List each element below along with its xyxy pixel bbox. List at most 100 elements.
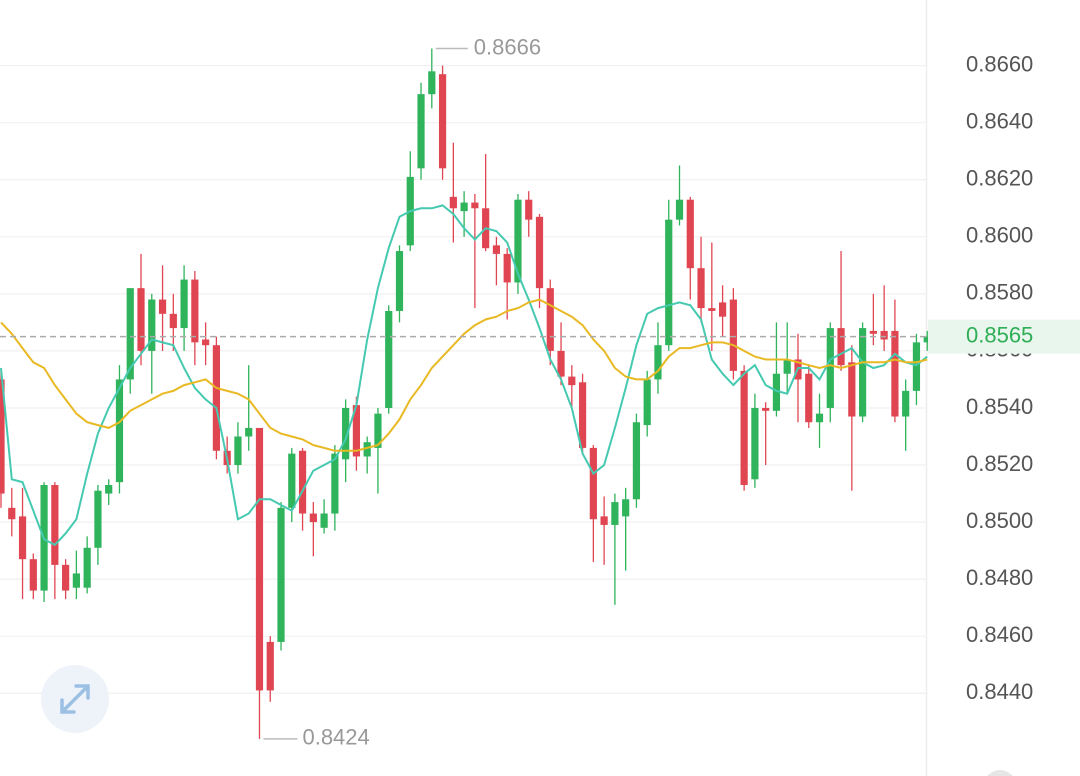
candle-body (288, 453, 296, 508)
ma-line (0, 298, 928, 452)
candle-body (126, 288, 134, 380)
candle-body (805, 373, 813, 423)
candle-body (578, 382, 587, 448)
y-tick-label: 0.8600 (966, 223, 1033, 248)
candle-body (374, 413, 382, 448)
candle-body (557, 350, 565, 377)
candle-body (751, 407, 759, 480)
candle-body (94, 490, 102, 548)
candle-body (869, 330, 877, 334)
candle-body (0, 379, 5, 494)
plot-area: 0.8666 0.8424 (0, 34, 931, 750)
candle-body (309, 513, 317, 523)
candle-body (535, 216, 544, 289)
candle-body (546, 288, 554, 351)
candle-body (158, 299, 167, 314)
y-tick-label: 0.8660 (966, 51, 1033, 76)
candle-body (331, 453, 339, 514)
y-tick-label: 0.8440 (966, 679, 1033, 704)
candle-body (363, 442, 371, 457)
scroll-handle[interactable] (984, 770, 1016, 776)
candle-body (191, 279, 199, 343)
candle-body (234, 436, 242, 466)
candle-body (643, 379, 651, 426)
candle-body (525, 199, 533, 220)
candle-body (105, 485, 113, 494)
high-marker-label: 0.8666 (474, 34, 541, 59)
candle-body (848, 362, 856, 417)
candle-body (837, 328, 845, 366)
candle-body (632, 422, 641, 500)
candle-body (428, 71, 436, 95)
candle-body (352, 405, 361, 457)
candle-body (8, 507, 16, 520)
candle-body (514, 199, 522, 283)
y-tick-label: 0.8620 (966, 166, 1033, 191)
candle-body (665, 219, 673, 346)
candle-body (891, 330, 899, 417)
expand-icon (60, 684, 90, 714)
y-tick-label: 0.8640 (966, 108, 1033, 133)
candle-body (83, 547, 91, 588)
candle-body (385, 310, 393, 408)
candle-body (503, 253, 511, 283)
candle-body (342, 407, 350, 460)
candle-body (859, 328, 867, 417)
candle-body (622, 499, 630, 517)
candle-body (245, 427, 253, 437)
candle-body (686, 199, 694, 269)
candle-body (729, 299, 737, 371)
candle-body (783, 359, 791, 374)
candle-body (772, 373, 781, 411)
candle-body (902, 390, 910, 417)
expand-button[interactable] (41, 665, 109, 733)
y-tick-label: 0.8520 (966, 451, 1033, 476)
candle-body (255, 427, 264, 691)
candle-body (277, 507, 285, 642)
candle-body (169, 313, 177, 329)
candle-body (600, 516, 608, 525)
candle-body (266, 641, 274, 691)
candle-body (62, 564, 70, 591)
candle-body (417, 94, 425, 169)
candle-body (762, 407, 770, 411)
candle-body (815, 413, 824, 423)
x-tick-label: 12:00 (609, 772, 664, 776)
candle-body (880, 330, 888, 340)
candle-body (718, 302, 727, 317)
candle-body (395, 251, 404, 311)
candle-body (589, 447, 597, 520)
candle-body (51, 485, 59, 565)
candle-body (115, 379, 124, 483)
candle-body (449, 196, 457, 209)
y-tick-label: 0.8500 (966, 508, 1033, 533)
candle-body (568, 376, 576, 386)
candle-body (29, 559, 37, 591)
candle-body (460, 202, 468, 212)
candle-body (708, 308, 716, 311)
y-tick-label: 0.8460 (966, 622, 1033, 647)
candle-body (697, 268, 705, 309)
candle-body (740, 370, 748, 485)
candle-body (18, 516, 27, 560)
last-price-tag (928, 319, 1080, 354)
candle-body (148, 299, 156, 351)
ma-line (0, 204, 928, 547)
candle-body (826, 328, 834, 408)
candle-body (492, 245, 501, 254)
candle-body (471, 202, 479, 209)
candle-body (675, 199, 684, 220)
candle-body (137, 288, 145, 351)
candle-body (438, 74, 447, 169)
x-tick-label: 00:00 (221, 772, 276, 776)
low-marker-label: 0.8424 (302, 725, 369, 750)
expand-arrows (60, 684, 90, 714)
candle-body (180, 279, 188, 329)
candle-body (72, 573, 80, 588)
last-price-label: 0.8565 (966, 322, 1033, 347)
price-axis: 0.8440 0.8460 0.8480 0.8500 0.8520 0.8540 0.85… (221, 51, 1080, 776)
y-tick-label: 0.8480 (966, 565, 1033, 590)
candle-body (320, 513, 328, 528)
